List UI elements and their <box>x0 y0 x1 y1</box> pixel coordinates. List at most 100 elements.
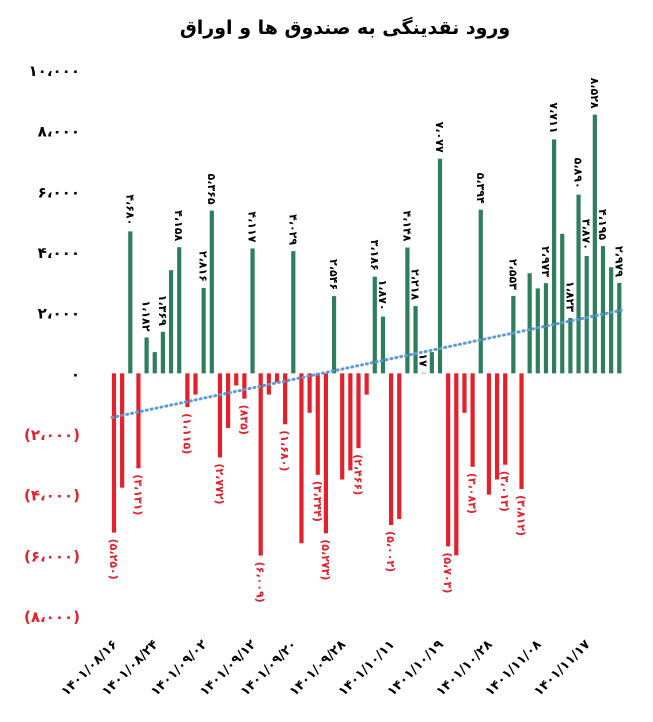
bar <box>217 373 223 458</box>
bar <box>348 373 353 471</box>
bar <box>600 246 606 374</box>
bar <box>584 255 589 374</box>
bar <box>356 373 361 449</box>
data-label: (۳،۰۸۳) <box>466 473 479 514</box>
data-label: (۵،۲۵۰) <box>107 539 120 580</box>
data-label: (۳،۰۱۳) <box>498 471 511 512</box>
trend-line <box>110 308 623 419</box>
y-tick-label: ۲،۰۰۰ <box>38 305 80 323</box>
data-label: ۲،۸۱۶ <box>197 251 210 282</box>
bar <box>364 373 369 395</box>
data-label: ۴،۱۵۸ <box>172 210 185 241</box>
bar <box>380 316 386 374</box>
bar <box>168 270 174 374</box>
bar <box>274 373 280 383</box>
bar <box>144 337 149 374</box>
y-tick-label: ۰ <box>71 365 80 383</box>
bar <box>437 158 443 374</box>
bar <box>242 373 247 399</box>
bar <box>209 210 214 374</box>
data-label: (۵،۲۷۳) <box>319 539 332 580</box>
bar <box>299 373 304 544</box>
data-label: ۷،۷۱۱ <box>547 102 560 133</box>
bar <box>152 352 157 374</box>
data-label: ۵،۳۶۵ <box>205 174 218 205</box>
bar <box>446 373 451 547</box>
bar <box>283 373 288 425</box>
bar <box>552 139 557 374</box>
data-label: ۴،۰۲۹ <box>286 214 299 245</box>
bar <box>413 306 418 374</box>
data-label: (۶،۰۰۹) <box>254 562 267 603</box>
bar <box>617 282 622 374</box>
data-label: ۸،۵۲۸ <box>588 78 601 109</box>
bar <box>560 233 565 374</box>
y-tick-label: (۲،۰۰۰) <box>24 426 80 444</box>
data-label: (۱،۶۸۰) <box>278 430 291 471</box>
bar <box>258 373 263 556</box>
bar <box>120 373 125 488</box>
data-label: ۳،۸۷۰ <box>580 219 593 250</box>
bar <box>250 248 255 374</box>
bar <box>609 267 614 374</box>
y-tick-label: ۶،۰۰۰ <box>38 183 80 201</box>
data-label: ۵،۸۹۰ <box>572 158 585 189</box>
bar <box>405 247 410 374</box>
bar <box>543 283 549 374</box>
bar <box>185 373 190 408</box>
data-label: ۳،۱۸۶ <box>368 240 381 271</box>
bar <box>503 373 508 465</box>
data-label: ۲،۹۷۹ <box>612 246 625 277</box>
data-label: (۵،۰۰۲) <box>384 531 397 572</box>
data-label: ۲،۵۵۳ <box>506 259 519 290</box>
bar <box>486 373 491 495</box>
y-tick-label: (۶،۰۰۰) <box>24 547 80 565</box>
y-tick-label: ۱۰،۰۰۰ <box>29 62 80 80</box>
y-tick-label: (۴،۰۰۰) <box>24 487 80 505</box>
data-label: ۱،۸۲۳ <box>563 281 576 312</box>
bar <box>136 373 141 469</box>
bar <box>111 373 117 533</box>
bar <box>128 231 133 374</box>
bar <box>323 373 328 534</box>
data-label: ۷،۰۷۷ <box>433 122 446 153</box>
bar <box>494 373 500 480</box>
bar <box>592 114 597 374</box>
data-label: (۲،۷۷۲) <box>213 463 226 504</box>
bar <box>372 276 377 374</box>
bar <box>291 251 296 374</box>
data-label: ۲،۹۷۳ <box>539 246 552 277</box>
bar <box>478 209 483 374</box>
bar <box>535 288 540 374</box>
bar <box>226 373 231 428</box>
bar <box>397 373 402 519</box>
bar <box>421 372 426 374</box>
bar <box>511 295 516 374</box>
data-label: ۴،۱۹۵ <box>596 209 609 240</box>
y-tick-label: ۴،۰۰۰ <box>38 244 80 262</box>
data-label: ۵،۳۹۴ <box>474 173 487 204</box>
bar <box>519 373 524 489</box>
bar <box>331 296 337 374</box>
data-label: (۸۳۵) <box>237 405 250 435</box>
bar <box>576 194 581 374</box>
bar <box>340 373 345 480</box>
bar <box>201 287 206 374</box>
bar <box>470 373 475 467</box>
bar <box>462 373 467 413</box>
y-tick-label: (۸،۰۰۰) <box>24 608 80 626</box>
data-label: ۱،۳۶۹ <box>156 295 169 326</box>
bar <box>527 273 532 374</box>
bar <box>177 247 182 374</box>
bar <box>315 373 320 475</box>
bar <box>234 373 239 386</box>
y-tick-label: ۸،۰۰۰ <box>38 123 80 141</box>
data-label: (۵،۷۰۳) <box>441 552 454 593</box>
bar <box>160 331 165 374</box>
bar <box>307 373 312 413</box>
data-label: (۳،۸۱۲) <box>515 495 528 536</box>
data-label: ۲،۵۴۶ <box>327 259 340 290</box>
data-label: ۱،۱۸۲ <box>140 300 153 331</box>
data-label: ۱،۸۷۰ <box>376 280 389 311</box>
